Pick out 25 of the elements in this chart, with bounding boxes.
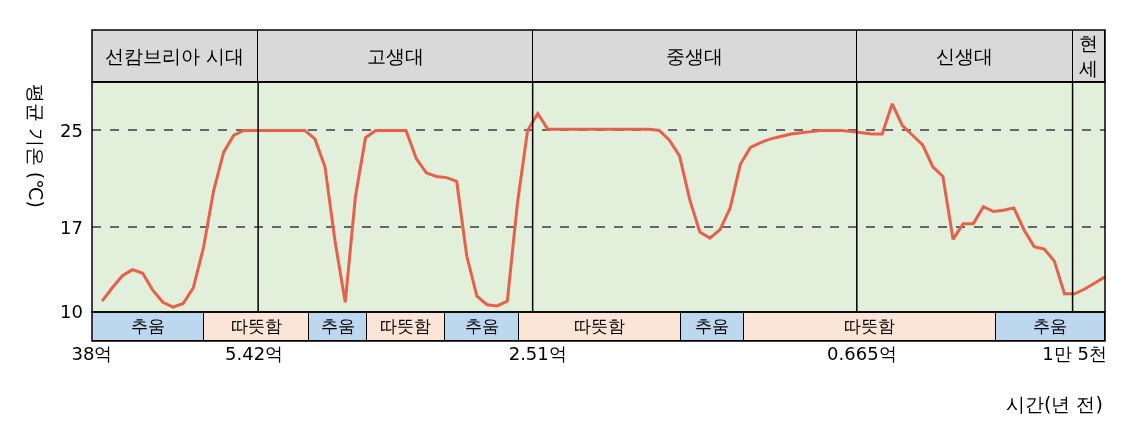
series-label: 추움 bbox=[320, 316, 355, 336]
x-tick-label: 38억 bbox=[71, 343, 113, 364]
x-tick-label: 2.51억 bbox=[508, 343, 567, 364]
x-tick-label: 0.665억 bbox=[827, 343, 897, 364]
y-tick-label: 10 bbox=[60, 301, 83, 323]
x-axis-title: 시간(년 전) bbox=[1006, 393, 1103, 415]
series-label: 추움 bbox=[130, 316, 165, 336]
x-tick-label: 5.42억 bbox=[225, 343, 284, 364]
series-label: 현 세 bbox=[1079, 32, 1098, 79]
x-tick-label: 1만 5천 bbox=[1042, 343, 1107, 364]
y-axis-title: 평균 기온 (℃) bbox=[25, 83, 48, 208]
series-label: 추움 bbox=[1033, 316, 1067, 336]
series-label: 신생대 bbox=[936, 44, 993, 67]
series-label: 따뜻함 bbox=[844, 316, 895, 336]
y-tick-label: 17 bbox=[60, 216, 83, 238]
series-label: 추움 bbox=[464, 316, 499, 336]
line-series bbox=[100, 102, 1105, 309]
y-tick-label: 25 bbox=[60, 119, 83, 141]
series-label: 따뜻함 bbox=[574, 316, 625, 336]
series-label: 고생대 bbox=[366, 44, 424, 67]
series-label: 따뜻함 bbox=[380, 316, 431, 336]
series-label: 추움 bbox=[695, 316, 729, 336]
series-label: 선캄브리아 시대 bbox=[104, 44, 245, 67]
series-label: 따뜻함 bbox=[230, 316, 282, 336]
series-label: 중생대 bbox=[666, 44, 723, 67]
